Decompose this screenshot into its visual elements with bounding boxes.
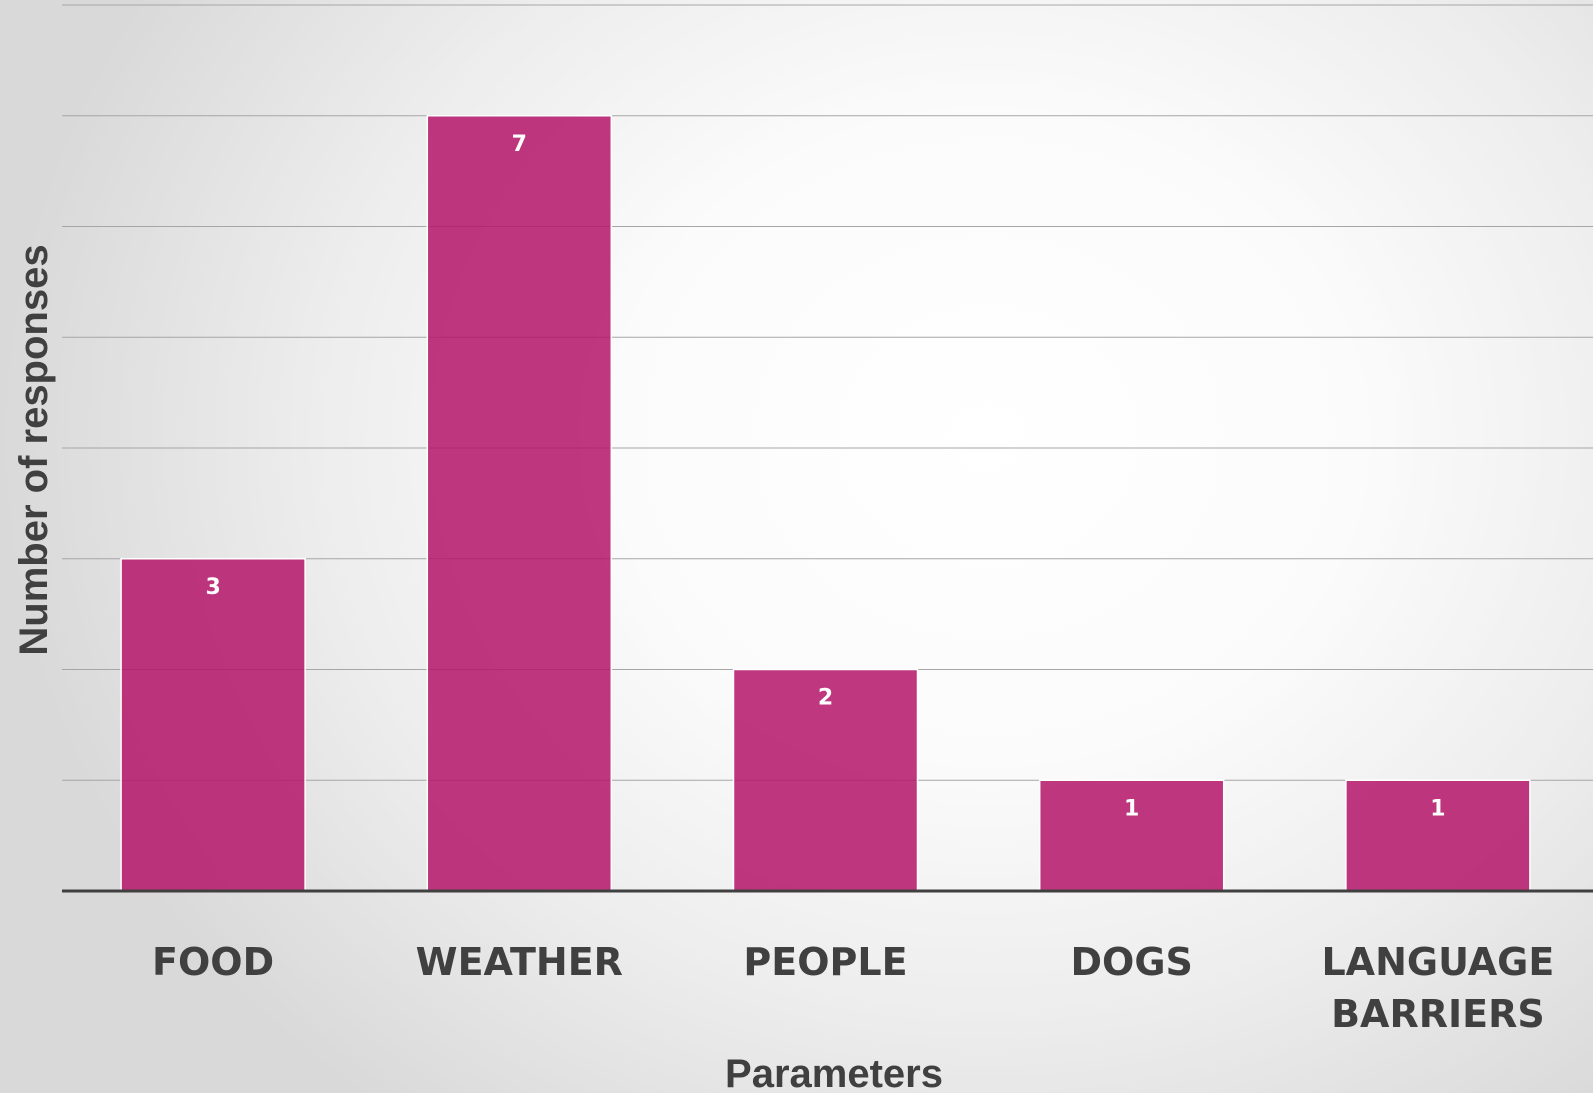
data-label: 7: [512, 132, 527, 157]
x-tick-labels: FOOD WEATHER PEOPLE DOGS LANGUAGE BARRIERS: [152, 940, 1554, 1036]
x-tick-label-line: FOOD: [152, 940, 274, 984]
bar: [120, 558, 306, 892]
x-tick-label-line: BARRIERS: [1331, 992, 1545, 1036]
x-tick-label: PEOPLE: [743, 940, 907, 984]
x-tick-label: DOGS: [1070, 940, 1192, 984]
bar: [1038, 779, 1225, 892]
data-label: 2: [818, 686, 833, 711]
x-tick-label-line: PEOPLE: [743, 940, 907, 984]
x-tick-label: WEATHER: [416, 940, 623, 984]
x-tick-label: FOOD: [152, 940, 274, 984]
gridlines: [62, 4, 1593, 781]
x-tick-label: LANGUAGE BARRIERS: [1321, 940, 1554, 1036]
data-label: 1: [1430, 796, 1445, 821]
y-axis-title: Number of responses: [12, 244, 56, 655]
x-axis-title: Parameters: [725, 1052, 943, 1093]
bars: 3 7 2 1 1: [120, 115, 1531, 892]
data-label: 3: [205, 575, 220, 600]
bar: [732, 668, 919, 892]
x-tick-label-line: WEATHER: [416, 940, 623, 984]
x-tick-label-line: LANGUAGE: [1321, 940, 1554, 984]
data-label: 1: [1124, 796, 1139, 821]
bar: [426, 115, 613, 892]
x-tick-label-line: DOGS: [1070, 940, 1192, 984]
bar: [1345, 779, 1531, 892]
